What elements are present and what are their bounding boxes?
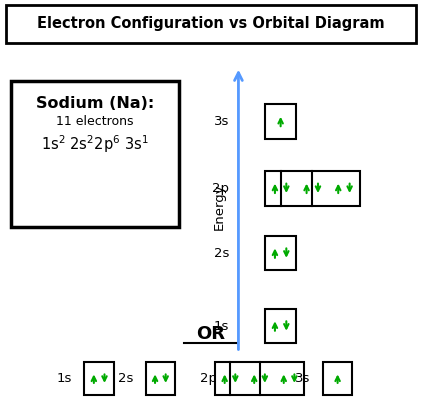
Text: 2p: 2p: [200, 372, 217, 385]
Text: 2p: 2p: [212, 182, 229, 195]
Bar: [323, 362, 352, 395]
Bar: [6, 5, 416, 43]
Text: Energy: Energy: [213, 183, 226, 230]
Bar: [84, 362, 114, 395]
Text: OR: OR: [197, 325, 225, 343]
Text: Sodium (Na):: Sodium (Na):: [36, 96, 154, 111]
Text: 3s: 3s: [295, 372, 310, 385]
Bar: [265, 236, 296, 271]
Text: 1s$^2$ 2s$^2$2p$^6$ 3s$^1$: 1s$^2$ 2s$^2$2p$^6$ 3s$^1$: [41, 133, 149, 155]
Text: 3s: 3s: [214, 115, 229, 128]
Text: 11 electrons: 11 electrons: [56, 115, 134, 128]
Text: 1s: 1s: [57, 372, 72, 385]
Bar: [11, 81, 179, 227]
Bar: [146, 362, 175, 395]
Bar: [265, 104, 296, 139]
Text: Electron Configuration vs Orbital Diagram: Electron Configuration vs Orbital Diagra…: [37, 16, 385, 32]
Text: 2s: 2s: [214, 247, 229, 260]
Bar: [265, 171, 360, 206]
Text: 1s: 1s: [214, 320, 229, 333]
Bar: [215, 362, 304, 395]
Bar: [265, 309, 296, 343]
Text: 2s: 2s: [118, 372, 133, 385]
